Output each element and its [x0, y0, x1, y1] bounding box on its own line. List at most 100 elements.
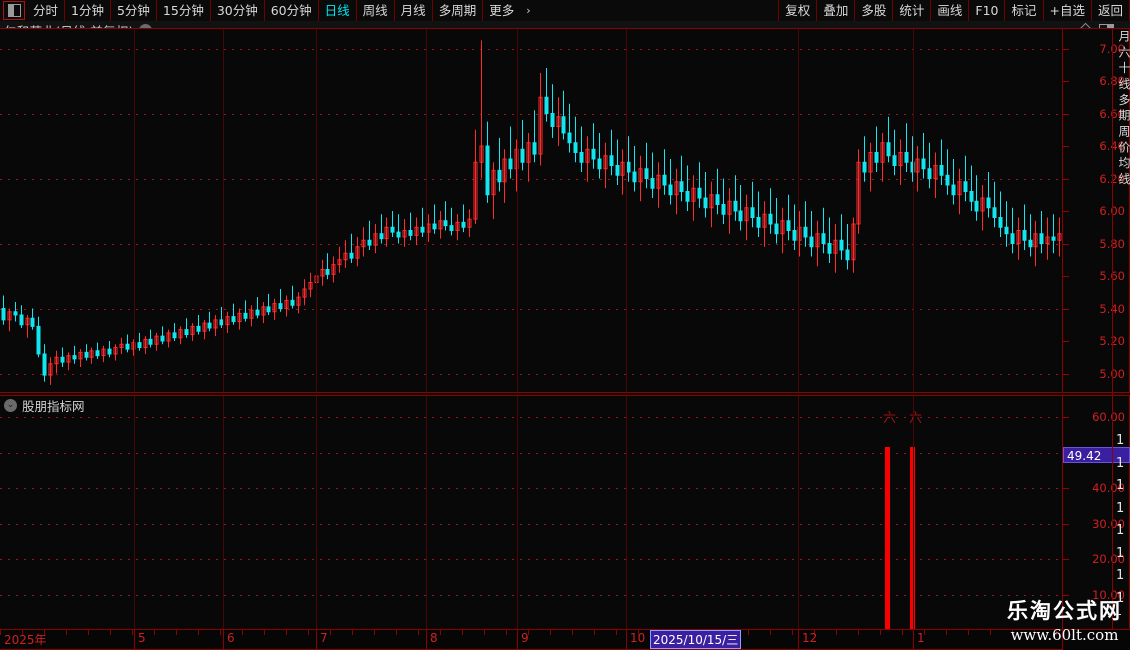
date-tick	[374, 630, 375, 635]
indicator-chart-panel[interactable]: 六六	[0, 395, 1063, 630]
signal-glyph: 六	[883, 411, 897, 426]
tab-fenshi[interactable]: 分时	[27, 0, 66, 21]
date-tick	[814, 630, 815, 635]
button-fuquan[interactable]: 复权	[778, 0, 816, 21]
truncated-axis-digit: 1	[1116, 610, 1130, 615]
gridline	[0, 559, 1062, 561]
tab-5min[interactable]: 5分钟	[111, 0, 157, 21]
button-multi-stock[interactable]: 多股	[854, 0, 892, 21]
axis-tick	[1063, 113, 1069, 115]
truncated-axis-digit: 1	[1116, 590, 1125, 606]
signal-bar	[885, 447, 890, 629]
truncated-axis-digit: 1	[1116, 455, 1125, 471]
date-separator	[626, 630, 627, 649]
gridline	[0, 113, 1062, 115]
axis-tick	[1063, 559, 1069, 561]
gridline	[0, 243, 1062, 245]
tab-60min[interactable]: 60分钟	[265, 0, 319, 21]
date-tick	[286, 630, 287, 635]
indicator-axis-label: 20.00	[1092, 552, 1125, 567]
button-mark[interactable]: 标记	[1004, 0, 1042, 21]
right-strip-divider	[1112, 28, 1113, 630]
button-add-favorite[interactable]: +自选	[1042, 0, 1091, 21]
month-separator	[626, 396, 627, 629]
date-tick	[572, 630, 573, 635]
axis-tick	[1063, 373, 1069, 375]
tab-30min[interactable]: 30分钟	[211, 0, 265, 21]
date-separator	[517, 630, 518, 649]
date-label: 6	[227, 631, 235, 645]
button-statistics[interactable]: 统计	[892, 0, 930, 21]
date-tick	[132, 630, 133, 635]
date-label: 9	[521, 631, 529, 645]
axis-tick	[1063, 81, 1069, 82]
button-back[interactable]: 返回	[1090, 0, 1130, 21]
date-tick	[330, 630, 331, 635]
date-tick	[924, 630, 925, 635]
date-tick	[396, 630, 397, 635]
tab-monthly[interactable]: 月线	[395, 0, 433, 21]
date-tick	[462, 630, 463, 635]
month-separator	[913, 396, 914, 629]
date-tick	[616, 630, 617, 635]
indicator-axis-label: 30.00	[1092, 516, 1125, 531]
gridline	[0, 373, 1062, 375]
axis-tick	[1063, 48, 1069, 50]
watermark: 乐淘公式网 www.60lt.com	[1007, 595, 1122, 644]
tab-1min[interactable]: 1分钟	[65, 0, 111, 21]
axis-tick	[1063, 341, 1069, 342]
candlestick-series	[1, 40, 1062, 385]
date-tick	[44, 630, 45, 635]
date-tick	[308, 630, 309, 635]
button-drawline[interactable]: 画线	[930, 0, 968, 21]
gridline	[0, 308, 1062, 310]
month-separator	[223, 396, 224, 629]
gridline	[0, 488, 1062, 490]
indicator-axis-label: 60.00	[1092, 410, 1125, 425]
date-tick	[902, 630, 903, 635]
tab-daily[interactable]: 日线	[319, 0, 357, 21]
date-label: 7	[320, 631, 328, 645]
panel-icon[interactable]	[3, 1, 25, 20]
toolbar-period-group: 分时 1分钟 5分钟 15分钟 30分钟 60分钟 日线 周线 月线 多周期 更…	[0, 0, 537, 21]
date-label: 1	[917, 631, 925, 645]
chevron-down-icon[interactable]: ⌄	[4, 398, 17, 412]
axis-tick	[1063, 523, 1069, 525]
date-label: 5	[138, 631, 146, 645]
month-separator	[426, 29, 427, 392]
axis-tick	[1063, 276, 1069, 277]
axis-tick	[1063, 308, 1069, 310]
date-tick	[550, 630, 551, 635]
month-separator	[426, 396, 427, 629]
tab-more[interactable]: 更多	[489, 3, 515, 18]
date-tick	[88, 630, 89, 635]
date-tick	[154, 630, 155, 635]
month-separator	[134, 396, 135, 629]
toolbar-tools-group: 复权 叠加 多股 统计 画线 F10 标记 +自选 返回	[778, 0, 1130, 21]
date-tick	[792, 630, 793, 635]
gridline	[0, 594, 1062, 596]
tab-weekly[interactable]: 周线	[357, 0, 395, 21]
axis-tick	[1063, 243, 1069, 245]
tab-multi-period[interactable]: 多周期	[433, 0, 484, 21]
top-toolbar: 分时 1分钟 5分钟 15分钟 30分钟 60分钟 日线 周线 月线 多周期 更…	[0, 0, 1130, 22]
truncated-axis-digit: 1	[1116, 433, 1125, 448]
axis-tick	[1063, 178, 1069, 180]
date-label: 10	[630, 631, 646, 645]
date-tick	[880, 630, 881, 635]
date-tick	[22, 630, 23, 635]
indicator-axis-label: 10.00	[1092, 587, 1125, 602]
date-tick	[594, 630, 595, 635]
axis-tick	[1063, 594, 1069, 596]
price-chart-panel[interactable]	[0, 28, 1063, 393]
chevron-right-icon[interactable]: ›	[526, 4, 531, 17]
button-overlay[interactable]: 叠加	[816, 0, 854, 21]
date-tick	[1034, 630, 1035, 635]
indicator-header: ⌄ 股朋指标网	[0, 396, 85, 414]
button-f10[interactable]: F10	[968, 0, 1004, 21]
tab-15min[interactable]: 15分钟	[157, 0, 211, 21]
month-separator	[798, 396, 799, 629]
date-tick	[66, 630, 67, 635]
